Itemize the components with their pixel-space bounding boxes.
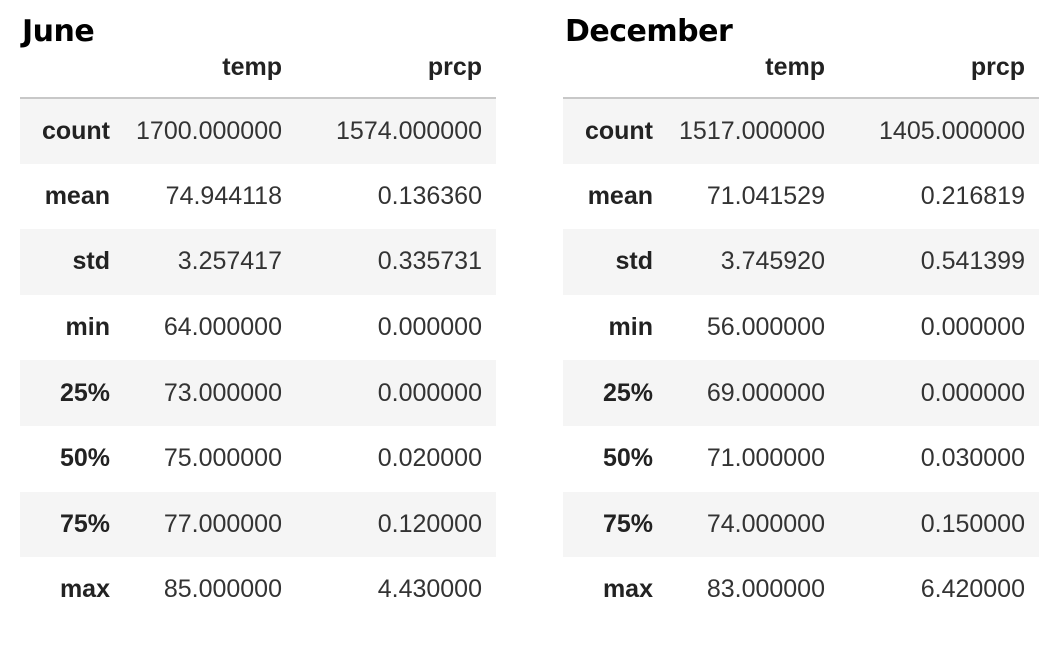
row-label: mean	[44, 181, 110, 210]
table-row: std 3.257417 0.335731	[20, 229, 496, 295]
prcp-cell: 0.000000	[377, 313, 482, 342]
row-label: 25%	[602, 378, 653, 407]
temp-cell: 1517.000000	[679, 116, 825, 145]
prcp-cell: 1405.000000	[879, 116, 1025, 145]
prcp-cell: 0.000000	[920, 378, 1025, 407]
prcp-cell: 0.000000	[377, 378, 482, 407]
table-row: 50% 71.000000 0.030000	[563, 425, 1039, 492]
prcp-cell: 0.020000	[377, 444, 482, 473]
column-header-prcp: prcp	[839, 38, 1039, 99]
column-header-prcp: prcp	[296, 38, 496, 99]
prcp-cell: 4.430000	[377, 575, 482, 604]
row-label: std	[72, 247, 111, 276]
table-row: 25% 69.000000 0.000000	[563, 360, 1039, 426]
row-label: min	[608, 313, 653, 342]
table-row: std 3.745920 0.541399	[563, 229, 1039, 295]
row-label: min	[65, 313, 110, 342]
table-row: 75% 74.000000 0.150000	[563, 491, 1039, 558]
temp-cell: 74.000000	[706, 509, 825, 538]
prcp-cell: 0.216819	[920, 181, 1025, 210]
prcp-cell: 0.120000	[377, 509, 482, 538]
row-label: std	[615, 247, 654, 276]
temp-cell: 71.000000	[706, 444, 825, 473]
index-header	[20, 38, 120, 99]
row-label: 25%	[59, 378, 110, 407]
table-row: min 64.000000 0.000000	[20, 294, 496, 361]
temp-cell: 83.000000	[706, 575, 825, 604]
june-stats-table: temp prcp count 1700.000000 1574.000000 …	[20, 38, 496, 623]
row-label: 50%	[602, 444, 653, 473]
temp-cell: 75.000000	[163, 444, 282, 473]
table-row: 75% 77.000000 0.120000	[20, 491, 496, 558]
table-row: count 1517.000000 1405.000000	[563, 98, 1039, 164]
row-label: 50%	[59, 444, 110, 473]
table-header-row: temp prcp	[563, 38, 1039, 99]
prcp-cell: 0.000000	[920, 313, 1025, 342]
row-label: 75%	[602, 509, 653, 538]
index-header	[563, 38, 663, 99]
prcp-cell: 0.150000	[920, 509, 1025, 538]
row-label: count	[584, 116, 653, 145]
temp-cell: 85.000000	[163, 575, 282, 604]
temp-cell: 71.041529	[706, 181, 825, 210]
row-label: mean	[587, 181, 653, 210]
temp-cell: 69.000000	[706, 378, 825, 407]
temp-cell: 56.000000	[706, 313, 825, 342]
temp-cell: 74.944118	[165, 181, 282, 210]
temp-cell: 1700.000000	[136, 116, 282, 145]
temp-cell: 3.745920	[720, 247, 825, 276]
column-header-temp: temp	[663, 38, 839, 99]
prcp-cell: 0.136360	[377, 181, 482, 210]
temp-cell: 77.000000	[163, 509, 282, 538]
prcp-cell: 0.541399	[920, 247, 1025, 276]
prcp-cell: 0.335731	[377, 247, 482, 276]
table-row: 25% 73.000000 0.000000	[20, 360, 496, 426]
table-header-row: temp prcp	[20, 38, 496, 99]
prcp-cell: 0.030000	[920, 444, 1025, 473]
table-row: 50% 75.000000 0.020000	[20, 425, 496, 492]
temp-cell: 64.000000	[163, 313, 282, 342]
table-row: mean 74.944118 0.136360	[20, 163, 496, 230]
temp-cell: 73.000000	[163, 378, 282, 407]
table-row: min 56.000000 0.000000	[563, 294, 1039, 361]
row-label: 75%	[59, 509, 110, 538]
december-stats-table: temp prcp count 1517.000000 1405.000000 …	[563, 38, 1039, 623]
table-row: max 83.000000 6.420000	[563, 557, 1039, 623]
temp-cell: 3.257417	[177, 247, 282, 276]
table-row: max 85.000000 4.430000	[20, 557, 496, 623]
prcp-cell: 6.420000	[920, 575, 1025, 604]
prcp-cell: 1574.000000	[336, 116, 482, 145]
table-row: count 1700.000000 1574.000000	[20, 98, 496, 164]
row-label: max	[602, 575, 653, 604]
row-label: count	[41, 116, 110, 145]
column-header-temp: temp	[120, 38, 296, 99]
table-row: mean 71.041529 0.216819	[563, 163, 1039, 230]
row-label: max	[59, 575, 110, 604]
